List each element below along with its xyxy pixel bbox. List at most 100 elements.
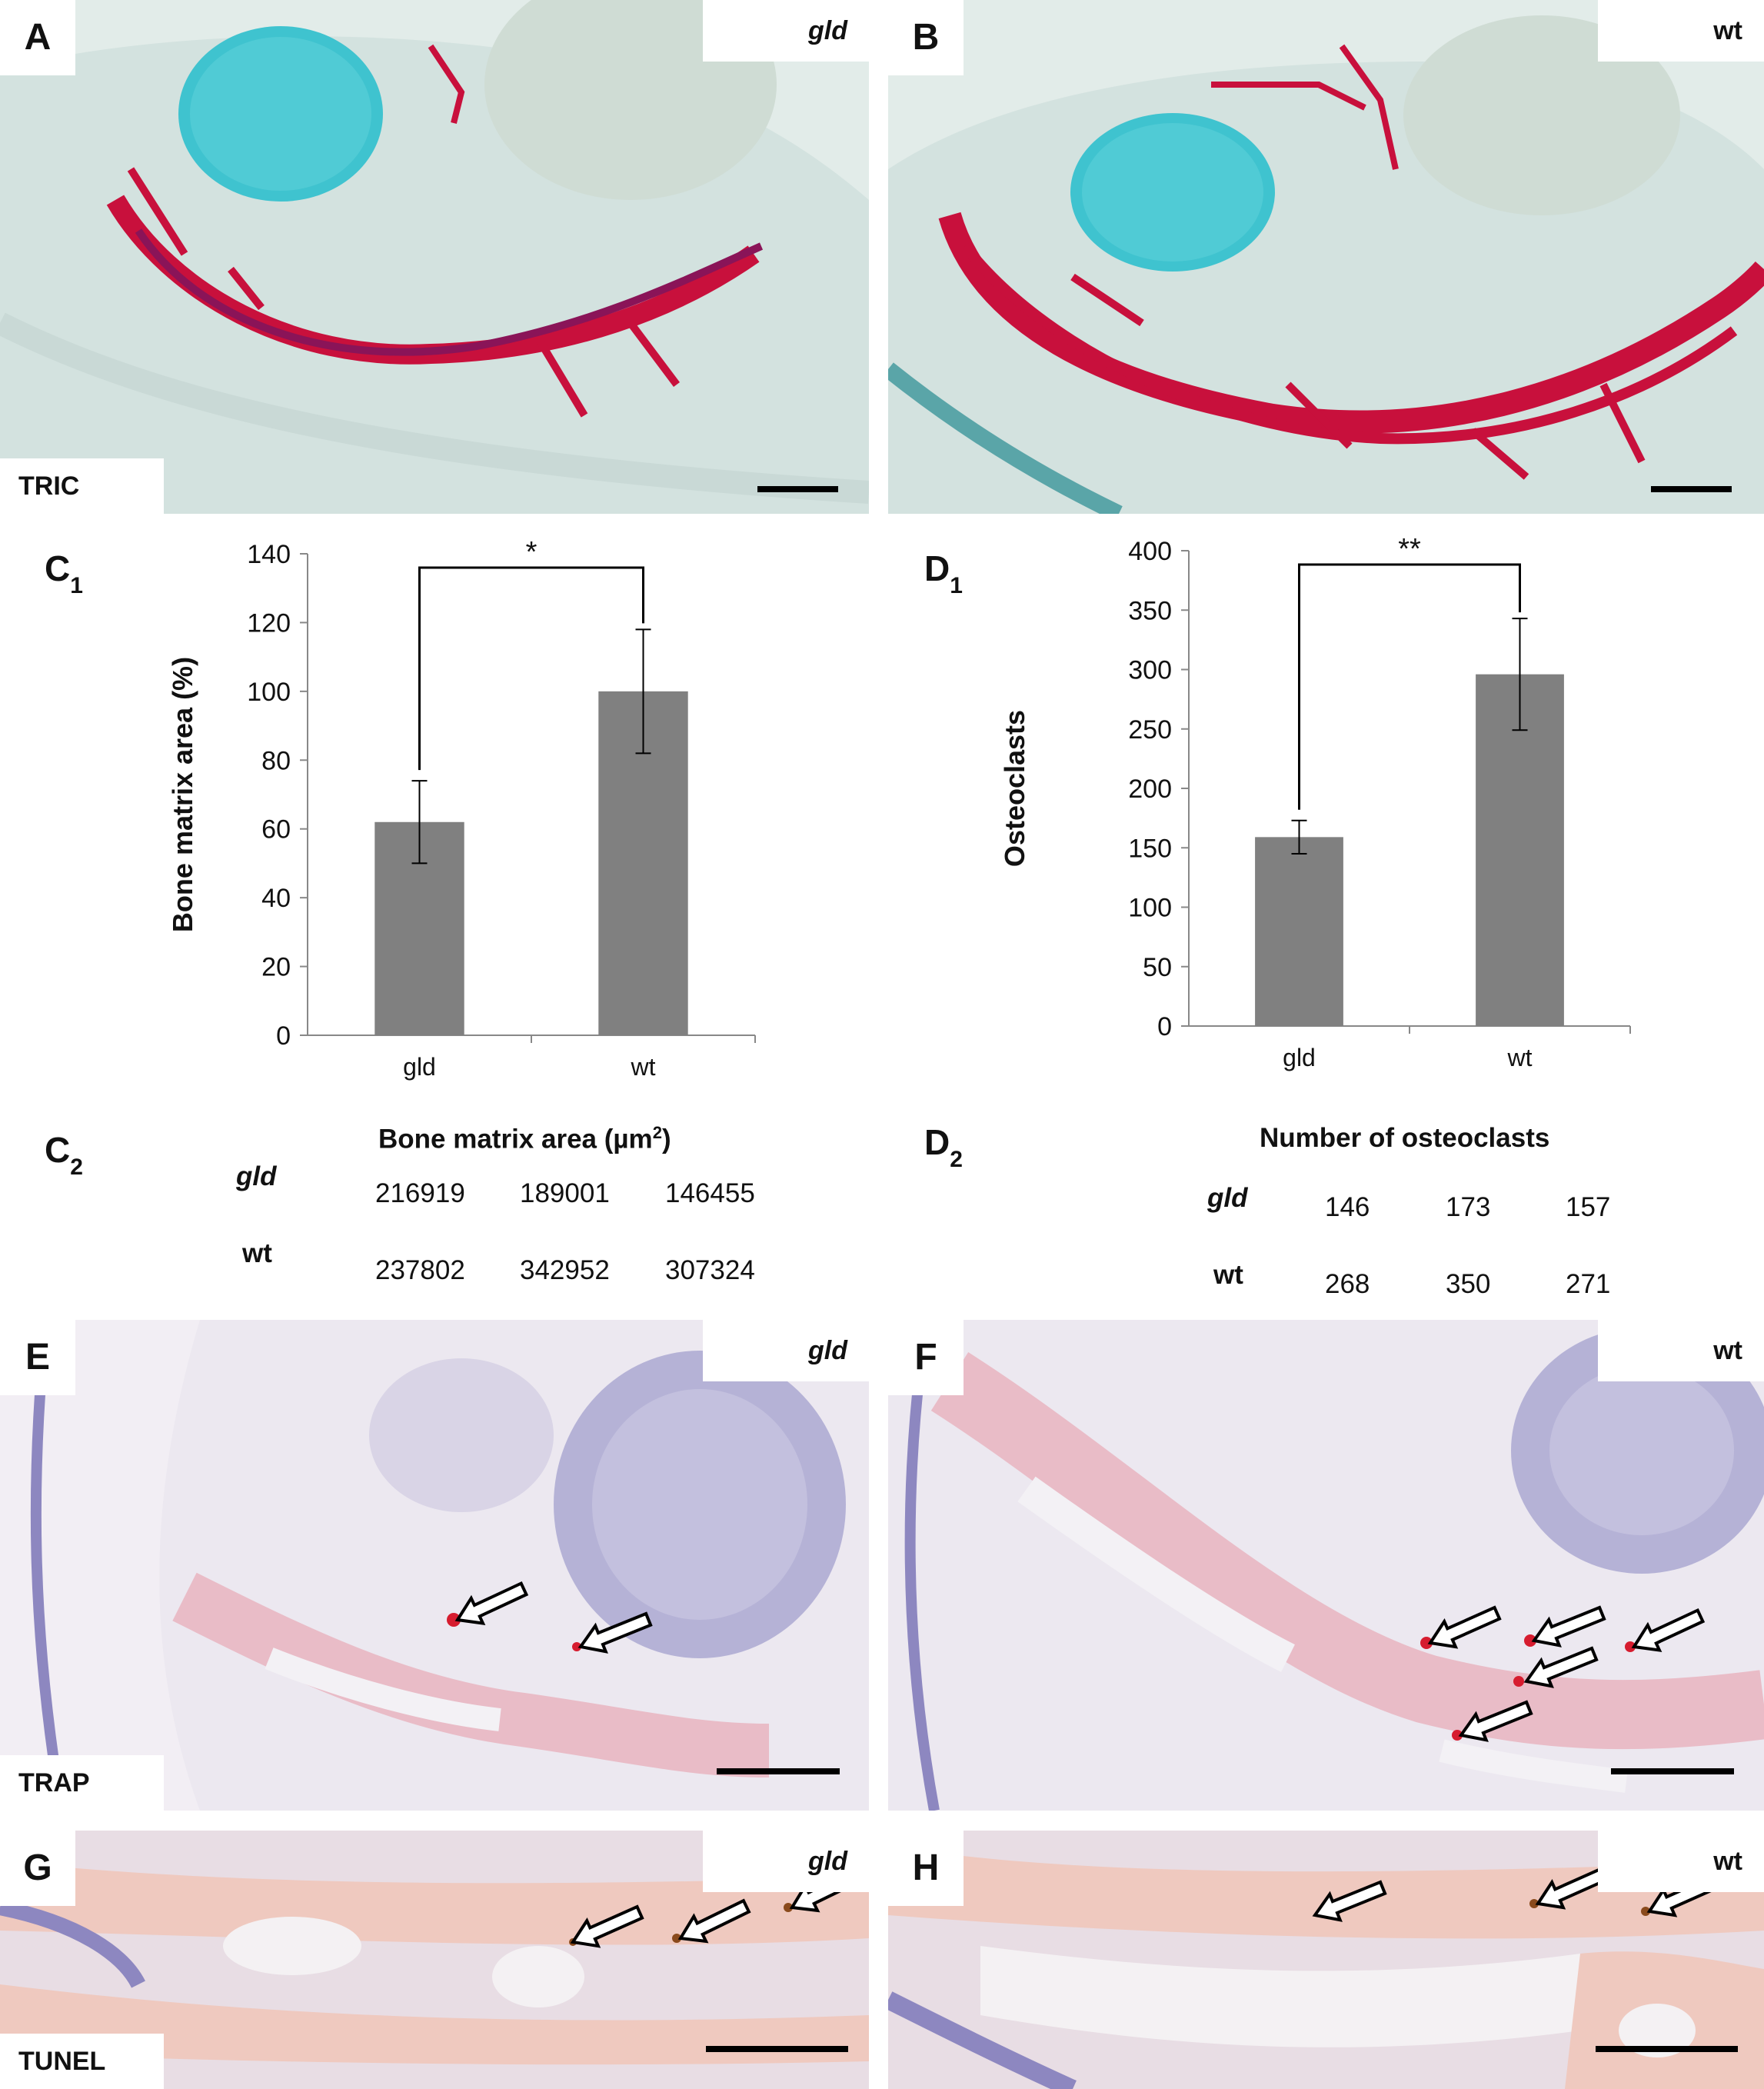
panel-letter-h: H — [888, 1831, 964, 1906]
y-tick-label: 120 — [247, 608, 291, 638]
table-title: Bone matrix area (µm2) — [378, 1123, 671, 1155]
scale-bar — [717, 1768, 840, 1774]
genotype-tag-wt: wt — [1598, 1831, 1764, 1892]
table-cell: 173 — [1446, 1192, 1491, 1222]
arrow-icon — [1523, 1646, 1599, 1688]
table-cell: 350 — [1446, 1269, 1491, 1299]
y-tick-label: 0 — [1157, 1012, 1172, 1041]
table-cell: 268 — [1325, 1269, 1370, 1299]
section-label-d1: D1 — [924, 548, 963, 599]
bar-chart-bone-matrix: 0 20 40 60 80 100 120 140 gld wt * Bone matrix area… — [0, 523, 877, 1092]
chart-svg-d1: 0 50 100 150 200 250 300 350 400 gld wt ** Osteoclas… — [999, 533, 1631, 1071]
y-tick-label: 400 — [1128, 537, 1172, 566]
y-tick-label: 300 — [1128, 656, 1172, 685]
table-bone-matrix-area: Bone matrix area (µm2) gld 216919 189001… — [0, 1108, 877, 1308]
y-tick-label: 20 — [261, 953, 291, 982]
trap-micrograph-gld — [0, 1320, 869, 1811]
genotype-tag-gld: gld — [703, 1831, 869, 1892]
arrow-icon — [1458, 1700, 1533, 1742]
section-label-d2: D2 — [924, 1121, 963, 1172]
label-main: C — [45, 1130, 71, 1170]
panel-g-image: G gld TUNEL — [0, 1831, 869, 2089]
label-sub: 2 — [70, 1154, 83, 1181]
table-cell: 157 — [1566, 1192, 1611, 1222]
scale-bar — [1651, 486, 1732, 492]
scale-bar — [706, 2046, 848, 2052]
section-label-c2: C2 — [45, 1129, 83, 1180]
scale-bar — [1596, 2046, 1738, 2052]
bar — [1255, 837, 1343, 1026]
panel-letter-a: A — [0, 0, 75, 75]
label-sub: 2 — [950, 1147, 963, 1173]
x-tick-label: wt — [1507, 1044, 1533, 1071]
significance-marker: * — [526, 536, 538, 568]
table-cell: 146455 — [665, 1178, 755, 1208]
x-tick-label: gld — [1283, 1044, 1316, 1071]
arrow-icon — [1531, 1605, 1606, 1648]
stain-label-tunel: TUNEL — [0, 2034, 164, 2089]
section-label-c1: C1 — [45, 548, 83, 599]
scale-bar — [757, 486, 838, 492]
table-osteoclast-count: Number of osteoclasts gld 146 173 157 wt… — [877, 1108, 1764, 1308]
genotype-tag-wt: wt — [1598, 0, 1764, 62]
panel-letter-e: E — [0, 1320, 75, 1395]
table-cell: 189001 — [520, 1178, 610, 1208]
row-label-gld: gld — [236, 1161, 277, 1191]
panel-letter-f: F — [888, 1320, 964, 1395]
table-cell: 216919 — [375, 1178, 465, 1208]
title-text: Bone matrix area (µm — [378, 1124, 653, 1154]
genotype-tag-gld: gld — [703, 0, 869, 62]
label-sub: 1 — [950, 573, 963, 599]
panel-b-image: B wt — [888, 0, 1764, 514]
table-title: Number of osteoclasts — [1260, 1123, 1550, 1153]
label-main: C — [45, 548, 71, 588]
significance-bracket — [1298, 563, 1521, 810]
y-axis-label: Bone matrix area (%) — [167, 657, 198, 932]
table-cell: 307324 — [665, 1255, 755, 1285]
label-main: D — [924, 548, 950, 588]
panel-letter-g: G — [0, 1831, 75, 1906]
arrow-icon — [1427, 1605, 1502, 1649]
chart-svg-c1: 0 20 40 60 80 100 120 140 gld wt * Bone matrix area… — [167, 536, 756, 1081]
arrow-icon — [454, 1581, 529, 1625]
arrow-overlay — [1427, 1605, 1706, 1742]
row-label-gld: gld — [1207, 1183, 1248, 1213]
arrow-icon — [1312, 1880, 1387, 1922]
panel-a-image: A gld TRIC — [0, 0, 869, 514]
genotype-tag-gld: gld — [703, 1320, 869, 1381]
table-cell: 271 — [1566, 1269, 1611, 1299]
genotype-tag-wt: wt — [1598, 1320, 1764, 1381]
y-tick-label: 140 — [247, 540, 291, 569]
arrow-overlay — [454, 1581, 653, 1654]
y-tick-label: 250 — [1128, 715, 1172, 745]
table-cell: 237802 — [375, 1255, 465, 1285]
y-tick-label: 100 — [247, 678, 291, 707]
y-tick-label: 200 — [1128, 775, 1172, 804]
panel-h-image: H wt — [888, 1831, 1764, 2089]
y-tick-label: 0 — [276, 1021, 291, 1051]
row-label-wt: wt — [242, 1238, 272, 1268]
y-tick-label: 100 — [1128, 894, 1172, 923]
trichrome-micrograph-gld — [0, 0, 869, 514]
arrow-icon — [1631, 1608, 1706, 1652]
y-axis-label: Osteoclasts — [999, 710, 1030, 867]
stain-label-trap: TRAP — [0, 1755, 164, 1811]
arrow-icon — [577, 1611, 653, 1654]
trichrome-micrograph-wt — [888, 0, 1764, 514]
arrow-icon — [570, 1904, 644, 1948]
table-cell: 342952 — [520, 1255, 610, 1285]
label-sub: 1 — [70, 573, 83, 599]
label-main: D — [924, 1122, 950, 1162]
table-cell: 146 — [1325, 1192, 1370, 1222]
x-tick-label: gld — [403, 1053, 436, 1081]
significance-marker: ** — [1398, 533, 1421, 565]
x-tick-label: wt — [631, 1053, 656, 1081]
bar — [1476, 674, 1564, 1026]
row-label-wt: wt — [1213, 1260, 1243, 1290]
y-tick-label: 350 — [1128, 596, 1172, 625]
panel-letter-b: B — [888, 0, 964, 75]
y-tick-label: 80 — [261, 746, 291, 775]
panel-e-image: E gld TRAP — [0, 1320, 869, 1811]
bar-chart-osteoclasts: 0 50 100 150 200 250 300 350 400 gld wt ** Osteoclas… — [877, 523, 1764, 1092]
scale-bar — [1611, 1768, 1734, 1774]
